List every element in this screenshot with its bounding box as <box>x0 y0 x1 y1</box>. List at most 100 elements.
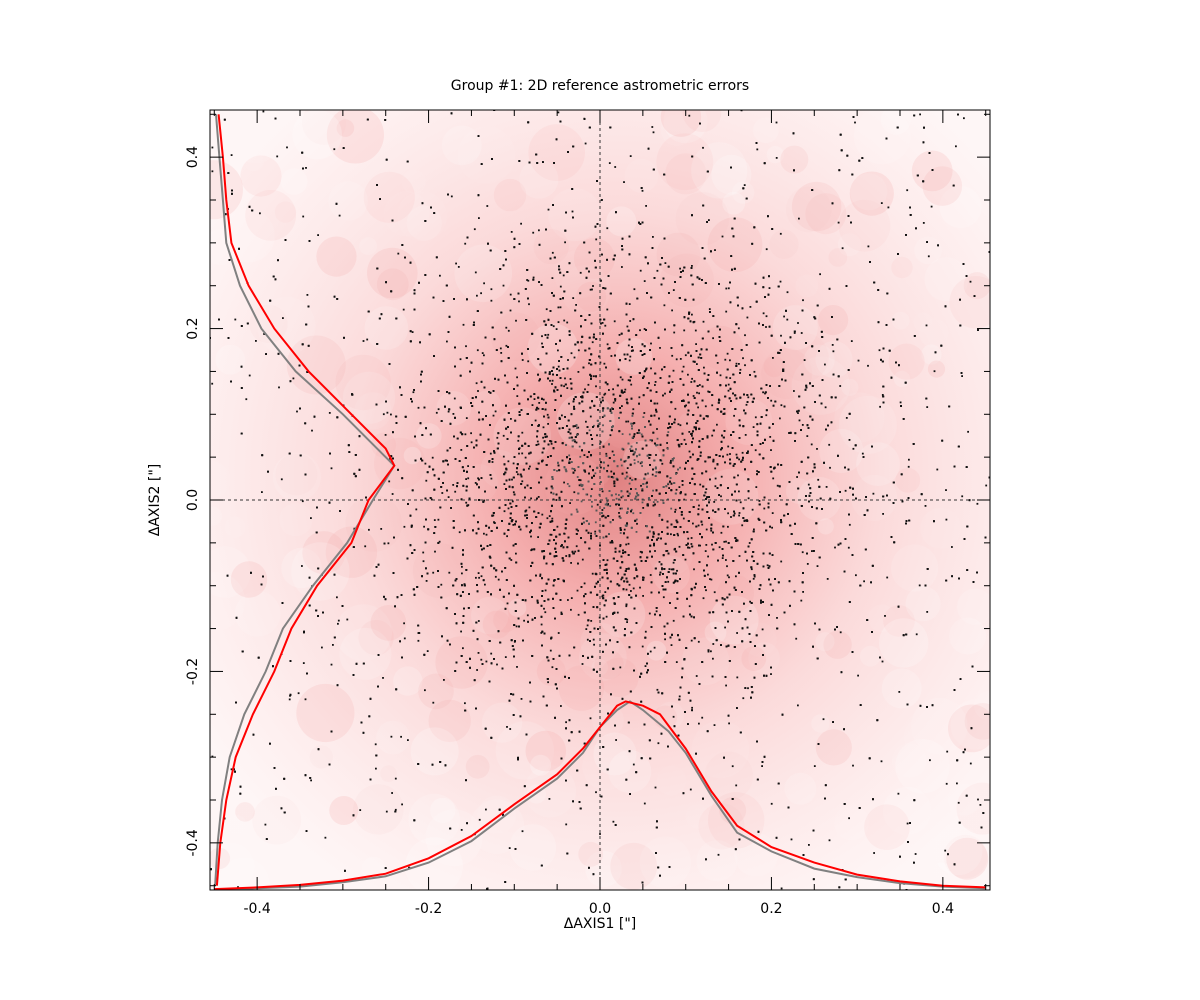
scatter-point <box>797 322 799 324</box>
scatter-point <box>477 652 480 654</box>
scatter-point <box>459 358 462 361</box>
scatter-point <box>802 299 804 302</box>
scatter-point <box>532 231 535 234</box>
scatter-point <box>400 735 402 738</box>
scatter-point <box>628 583 631 586</box>
scatter-point <box>541 342 543 345</box>
scatter-point <box>530 549 533 552</box>
scatter-point <box>747 687 749 690</box>
scatter-point <box>713 591 716 594</box>
scatter-point <box>569 378 572 380</box>
density-patch <box>639 836 692 888</box>
scatter-point <box>433 519 436 521</box>
density-patch <box>815 341 853 378</box>
scatter-point <box>733 414 735 417</box>
scatter-point <box>667 431 670 433</box>
scatter-point <box>800 332 803 334</box>
scatter-point <box>577 349 580 352</box>
scatter-point <box>591 444 594 446</box>
scatter-point <box>961 375 963 377</box>
density-patch <box>956 782 990 835</box>
scatter-point <box>545 308 548 311</box>
scatter-point <box>589 288 592 291</box>
density-patch <box>272 452 321 501</box>
scatter-point <box>465 417 468 419</box>
scatter-point <box>462 323 465 326</box>
scatter-point <box>517 473 519 476</box>
scatter-point <box>780 887 783 890</box>
density-patch <box>660 110 702 137</box>
density-patch <box>210 228 240 266</box>
density-patch <box>418 673 454 710</box>
density-patch <box>401 169 426 194</box>
scatter-point <box>628 359 631 362</box>
density-patch <box>286 335 346 395</box>
scatter-point <box>742 697 745 700</box>
scatter-point <box>712 337 714 340</box>
scatter-point <box>806 563 809 565</box>
scatter-point <box>661 567 663 569</box>
scatter-point <box>502 284 505 287</box>
scatter-point <box>711 434 714 437</box>
scatter-point <box>237 886 239 888</box>
scatter-point <box>538 229 540 232</box>
scatter-point <box>432 701 435 704</box>
scatter-point <box>474 271 477 274</box>
scatter-point <box>671 354 674 357</box>
scatter-point <box>551 379 554 382</box>
scatter-point <box>643 280 646 282</box>
scatter-point <box>670 568 673 571</box>
scatter-point <box>770 399 773 402</box>
scatter-point <box>662 596 665 599</box>
density-patch <box>579 633 627 681</box>
scatter-point <box>551 666 554 669</box>
scatter-point <box>557 349 559 352</box>
density-patch <box>919 318 949 348</box>
scatter-point <box>523 619 525 622</box>
scatter-point <box>496 663 498 666</box>
scatter-point <box>591 341 594 344</box>
scatter-point <box>259 212 261 215</box>
scatter-point <box>584 470 587 473</box>
scatter-point <box>695 343 697 345</box>
scatter-point <box>527 360 530 363</box>
scatter-point <box>881 660 884 663</box>
scatter-point <box>906 189 909 192</box>
scatter-point <box>443 679 445 681</box>
density-patch <box>696 840 738 882</box>
scatter-point <box>490 299 493 302</box>
scatter-point <box>483 532 485 535</box>
density-patch <box>819 428 864 474</box>
scatter-point <box>635 531 638 533</box>
density-patch <box>922 166 963 206</box>
density-patch <box>465 754 490 779</box>
scatter-point <box>476 669 478 671</box>
scatter-point <box>639 269 642 272</box>
scatter-point <box>635 518 638 521</box>
scatter-point <box>507 499 510 501</box>
scatter-point <box>481 352 484 354</box>
scatter-point <box>919 113 921 116</box>
scatter-point <box>839 631 842 634</box>
scatter-point <box>460 449 463 451</box>
scatter-point <box>628 433 631 436</box>
scatter-point <box>574 469 576 472</box>
scatter-point <box>560 611 563 614</box>
scatter-point <box>551 517 554 520</box>
scatter-point <box>623 181 625 183</box>
scatter-point <box>595 791 597 794</box>
scatter-point <box>736 632 738 634</box>
density-patch <box>227 815 247 835</box>
scatter-point <box>583 582 586 585</box>
density-patch <box>296 683 355 743</box>
scatter-point <box>582 488 585 491</box>
scatter-point <box>286 146 288 149</box>
scatter-point <box>590 620 593 622</box>
scatter-point <box>625 420 628 423</box>
scatter-point <box>724 626 726 629</box>
scatter-point <box>612 388 614 391</box>
scatter-point <box>631 415 634 417</box>
scatter-point <box>470 441 473 444</box>
scatter-point <box>470 432 472 435</box>
scatter-point <box>832 350 835 353</box>
